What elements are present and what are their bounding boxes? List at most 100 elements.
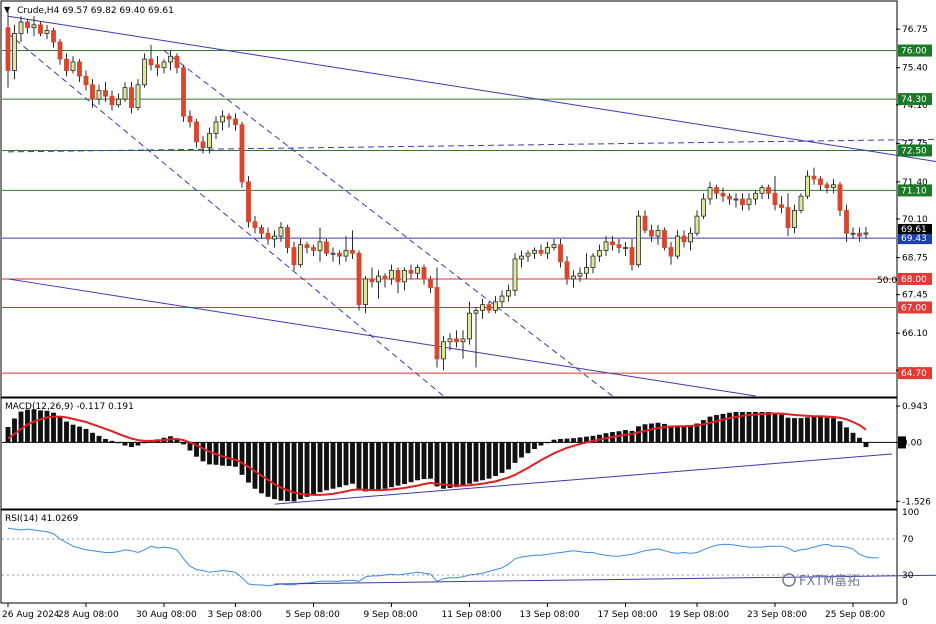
- candle-body: [447, 338, 453, 343]
- candle-body: [831, 184, 836, 188]
- candle-body: [694, 215, 700, 234]
- candle-body: [317, 241, 323, 251]
- level-label: 67.00: [901, 303, 927, 313]
- candle-body: [402, 269, 407, 283]
- level-label: 76.00: [901, 47, 927, 57]
- candle-body: [863, 232, 869, 235]
- macd-bar: [655, 422, 661, 443]
- macd-bar: [70, 424, 76, 443]
- macd-bar: [675, 425, 680, 443]
- macd-bar: [220, 442, 225, 466]
- macd-bar: [330, 442, 336, 489]
- macd-bar: [96, 435, 102, 443]
- macd-bar: [272, 442, 277, 500]
- y-tick-label: 76.75: [902, 25, 928, 35]
- price-axis: 76.75 75.40 74.10 72.75 71.40 70.10 68.75 67.45…: [896, 25, 932, 380]
- candle-body: [837, 184, 843, 211]
- candle-body: [226, 115, 232, 120]
- candle-body: [142, 58, 147, 86]
- macd-bar: [512, 442, 518, 463]
- macd-bar: [90, 432, 95, 443]
- macd-bar: [402, 442, 407, 485]
- macd-trendline: [274, 453, 893, 505]
- candle-body: [525, 252, 531, 257]
- current-price-box: [898, 223, 932, 234]
- candle-body: [311, 247, 316, 251]
- price-pane: [0, 0, 898, 398]
- candle-body: [662, 230, 667, 248]
- candle-body: [785, 207, 791, 228]
- y-tick-label: 72.75: [902, 139, 928, 149]
- macd-bar: [577, 437, 583, 443]
- macd-bar: [447, 442, 453, 488]
- macd-bar: [317, 442, 323, 493]
- trendline: [7, 138, 936, 153]
- price-dropdown-icon[interactable]: ▼: [4, 5, 11, 14]
- macd-bar: [135, 442, 141, 446]
- macd-bar: [369, 442, 375, 492]
- candle-body: [363, 278, 368, 306]
- x-tick-label: 19 Sep 08:00: [669, 610, 729, 620]
- candle-body: [811, 175, 817, 180]
- macd-bar: [356, 442, 362, 490]
- macd-bar: [707, 416, 713, 443]
- macd-bar: [597, 434, 602, 443]
- macd-bar: [181, 442, 186, 445]
- trendline: [7, 33, 444, 397]
- macd-bar: [694, 423, 700, 443]
- macd-bar: [246, 442, 251, 483]
- macd-bar: [233, 442, 238, 467]
- macd-bar: [811, 416, 817, 443]
- y-tick-label: 75.40: [902, 64, 928, 74]
- macd-bar: [688, 425, 693, 443]
- candle-body: [727, 195, 732, 200]
- candle-body: [265, 232, 271, 240]
- macd-bar: [538, 442, 544, 446]
- macd-bar: [12, 418, 17, 443]
- candle-body: [584, 267, 589, 274]
- candle-body: [103, 90, 108, 97]
- macd-bar: [174, 438, 180, 443]
- candle-body: [90, 84, 95, 100]
- level-label-box: [898, 144, 932, 157]
- trendline: [7, 278, 756, 397]
- candle-body: [135, 84, 141, 109]
- macd-bar: [545, 442, 550, 444]
- candle-body: [382, 275, 388, 280]
- macd-bar: [38, 410, 43, 443]
- candle-body: [298, 244, 303, 266]
- candle-body: [844, 210, 849, 234]
- macd-bar: [116, 442, 121, 444]
- macd-bar: [83, 428, 89, 443]
- macd-bar: [77, 426, 82, 443]
- macd-bar: [779, 414, 784, 443]
- candle-body: [129, 87, 134, 109]
- macd-bar: [733, 411, 739, 443]
- candle-body: [642, 215, 648, 231]
- candle-body: [616, 244, 622, 248]
- macd-bar: [122, 442, 128, 446]
- macd-bar: [421, 442, 427, 480]
- candle-body: [740, 198, 745, 206]
- x-tick-label: 30 Aug 08:00: [136, 610, 197, 620]
- macd-bar: [200, 442, 206, 462]
- candle-body: [701, 198, 706, 217]
- candle-body: [473, 309, 479, 314]
- x-tick-label: 23 Sep 08:00: [747, 610, 807, 620]
- macd-bar: [259, 442, 264, 494]
- macd-bar: [428, 442, 433, 479]
- fxtm-logo: FXTM富拓: [782, 573, 860, 589]
- candle-body: [31, 24, 37, 29]
- macd-bar: [285, 442, 290, 502]
- candle-body: [538, 249, 544, 254]
- macd-bar: [642, 424, 648, 443]
- macd-bar: [109, 440, 115, 443]
- macd-y-tick-label: -1.526: [902, 497, 931, 507]
- candle-body: [454, 338, 459, 343]
- macd-bar: [805, 417, 810, 443]
- macd-bar: [252, 442, 258, 489]
- macd-bar: [64, 421, 69, 443]
- candle-body: [356, 252, 362, 306]
- macd-bar: [278, 442, 284, 501]
- level-label-box: [898, 93, 932, 106]
